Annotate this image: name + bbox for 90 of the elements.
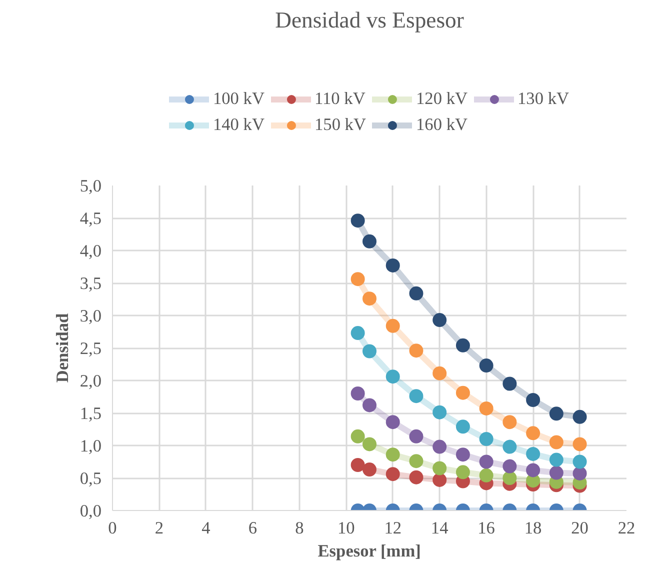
point bbox=[549, 466, 564, 480]
point bbox=[409, 454, 424, 468]
y-tick-label: 0,0 bbox=[80, 502, 102, 520]
point bbox=[350, 214, 365, 228]
point bbox=[502, 415, 517, 430]
legend-label: 120 kV bbox=[416, 89, 468, 109]
x-tick-label: 14 bbox=[430, 518, 449, 538]
point bbox=[409, 389, 424, 404]
point bbox=[362, 292, 376, 306]
point bbox=[549, 406, 564, 421]
point bbox=[350, 326, 365, 340]
x-tick-label: 8 bbox=[295, 518, 304, 538]
x-axis-title: Espesor [mm] bbox=[318, 542, 421, 560]
x-tick-label: 16 bbox=[478, 518, 496, 538]
point bbox=[432, 472, 447, 487]
point bbox=[526, 393, 540, 407]
point bbox=[409, 470, 424, 484]
point bbox=[386, 370, 400, 384]
point bbox=[432, 440, 447, 454]
x-tick-label: 20 bbox=[571, 518, 588, 538]
point bbox=[432, 366, 447, 380]
y-tick-label: 2,0 bbox=[80, 372, 102, 390]
legend-label: 150 kV bbox=[314, 115, 366, 135]
point bbox=[409, 429, 424, 444]
y-tick-label: 0,5 bbox=[80, 469, 102, 488]
x-tick-label: 4 bbox=[202, 518, 211, 538]
legend-label: 130 kV bbox=[518, 89, 570, 109]
x-tick-label: 12 bbox=[384, 518, 402, 538]
point bbox=[572, 466, 587, 480]
y-axis-title: Densidad bbox=[52, 312, 72, 383]
point bbox=[502, 459, 517, 474]
point bbox=[456, 420, 470, 434]
point bbox=[549, 435, 564, 450]
x-tick-label: 0 bbox=[108, 518, 117, 538]
point bbox=[479, 401, 494, 416]
point bbox=[362, 398, 376, 412]
point bbox=[479, 468, 494, 482]
point bbox=[386, 448, 400, 462]
legend-label: 100 kV bbox=[212, 89, 264, 109]
y-tick-label: 4,0 bbox=[80, 242, 102, 260]
legend-label: 140 kV bbox=[212, 115, 264, 135]
x-tick-label: 18 bbox=[524, 518, 542, 538]
point bbox=[456, 448, 470, 462]
y-tick-label: 1,5 bbox=[80, 404, 102, 423]
y-tick-label: 3,5 bbox=[80, 274, 102, 293]
point bbox=[479, 432, 494, 446]
point bbox=[409, 344, 424, 358]
point bbox=[362, 344, 376, 358]
point bbox=[456, 465, 470, 480]
point bbox=[432, 313, 447, 328]
point bbox=[386, 415, 400, 430]
point bbox=[386, 467, 400, 482]
legend-label: 110 kV bbox=[314, 89, 366, 109]
point bbox=[479, 454, 494, 469]
point bbox=[479, 358, 494, 373]
point bbox=[350, 272, 365, 286]
point bbox=[526, 463, 540, 478]
x-tick-label: 2 bbox=[154, 518, 164, 538]
point bbox=[502, 376, 517, 391]
point bbox=[350, 458, 365, 472]
point bbox=[572, 437, 587, 452]
point bbox=[386, 318, 400, 333]
x-tick-label: 6 bbox=[248, 518, 258, 538]
point bbox=[432, 405, 447, 420]
point bbox=[362, 234, 376, 248]
y-tick-label: 3,0 bbox=[80, 306, 102, 326]
point bbox=[456, 386, 470, 400]
point bbox=[526, 446, 540, 461]
chart-title: Densidad vs Espesor bbox=[275, 8, 464, 32]
point bbox=[456, 338, 470, 352]
point bbox=[502, 440, 517, 454]
y-tick-label: 5,0 bbox=[80, 176, 102, 196]
point bbox=[432, 461, 447, 476]
legend-label: 160 kV bbox=[416, 115, 468, 135]
point bbox=[386, 258, 400, 272]
point bbox=[362, 437, 376, 452]
point bbox=[572, 410, 587, 424]
point bbox=[526, 426, 540, 440]
point bbox=[572, 454, 587, 469]
point bbox=[362, 462, 376, 477]
x-tick-label: 22 bbox=[618, 518, 636, 538]
point bbox=[409, 286, 424, 300]
y-tick-label: 4,5 bbox=[80, 209, 102, 228]
y-tick-label: 2,5 bbox=[80, 339, 102, 358]
point bbox=[502, 471, 517, 485]
x-tick-label: 10 bbox=[337, 518, 355, 538]
point bbox=[350, 386, 365, 400]
point bbox=[549, 452, 564, 467]
y-tick-label: 1,0 bbox=[80, 436, 102, 456]
point bbox=[350, 429, 365, 444]
